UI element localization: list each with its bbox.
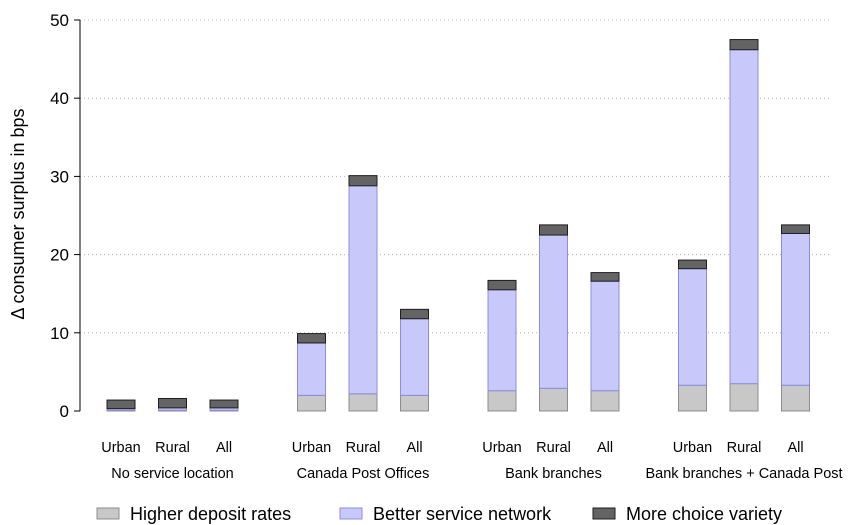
bar-segment [106, 399, 136, 410]
category-label: Urban [482, 440, 522, 456]
category-label: Rural [727, 440, 762, 456]
legend-swatch [339, 507, 363, 520]
bar-segment [297, 394, 326, 412]
category-label: All [787, 440, 803, 456]
category-label: Rural [536, 440, 571, 456]
category-label: Urban [673, 440, 713, 456]
bar-segment [781, 384, 810, 412]
y-tick-label: 20 [50, 246, 69, 265]
bar-segment [539, 224, 568, 236]
bar-segment [678, 259, 707, 270]
category-label: All [406, 440, 422, 456]
bar-segment [400, 394, 429, 412]
bar-segment [590, 280, 620, 392]
y-tick-label: 0 [60, 402, 69, 421]
bars [106, 39, 810, 412]
bar-segment [400, 308, 429, 320]
group-label: Bank branches + Canada Post [645, 466, 842, 482]
bar-segment [729, 383, 759, 412]
category-label: Urban [292, 440, 332, 456]
category-label: Rural [155, 440, 190, 456]
bar-segment [348, 185, 378, 395]
bar-segment [487, 279, 517, 291]
legend-label: Better service network [373, 504, 552, 524]
axes: 0 10 20 30 40 50 [50, 11, 81, 421]
y-axis-label: Δ consumer surplus in bps [8, 108, 28, 319]
legend-swatch [592, 507, 616, 520]
y-tick-label: 30 [50, 167, 69, 186]
bar-segment [781, 224, 810, 234]
bar-segment [539, 234, 568, 389]
group-label: Canada Post Offices [297, 466, 430, 482]
legend: Higher deposit rates Better service netwo… [96, 504, 782, 524]
bar-segment [678, 384, 707, 412]
bar-segment [348, 393, 378, 412]
bar-segment [539, 387, 568, 412]
bar-segment [487, 289, 517, 392]
bar-segment [781, 232, 810, 386]
group-label: Bank branches [505, 466, 602, 482]
category-labels: Urban Rural All No service location Urban Rur… [101, 440, 842, 482]
group-label: No service location [111, 466, 234, 482]
bar-segment [590, 272, 620, 282]
y-tick-label: 50 [50, 11, 69, 30]
gridlines [80, 19, 832, 334]
bar-segment [158, 397, 187, 409]
category-label: Urban [101, 440, 141, 456]
bar-segment [400, 318, 429, 396]
legend-label: More choice variety [626, 504, 782, 524]
bar-segment [297, 342, 326, 396]
bar-segment [729, 39, 759, 51]
legend-label: Higher deposit rates [130, 504, 291, 524]
category-label: All [216, 440, 232, 456]
bar-segment [297, 333, 326, 344]
y-tick-label: 10 [50, 324, 69, 343]
y-tick-label: 40 [50, 89, 69, 108]
bar-segment [590, 390, 620, 412]
bar-segment [209, 399, 239, 409]
bar-segment [678, 268, 707, 386]
category-label: Rural [346, 440, 381, 456]
legend-swatch [96, 507, 120, 520]
bar-segment [487, 390, 517, 412]
bar-segment [729, 49, 759, 385]
bar-segment [348, 175, 378, 187]
category-label: All [597, 440, 613, 456]
